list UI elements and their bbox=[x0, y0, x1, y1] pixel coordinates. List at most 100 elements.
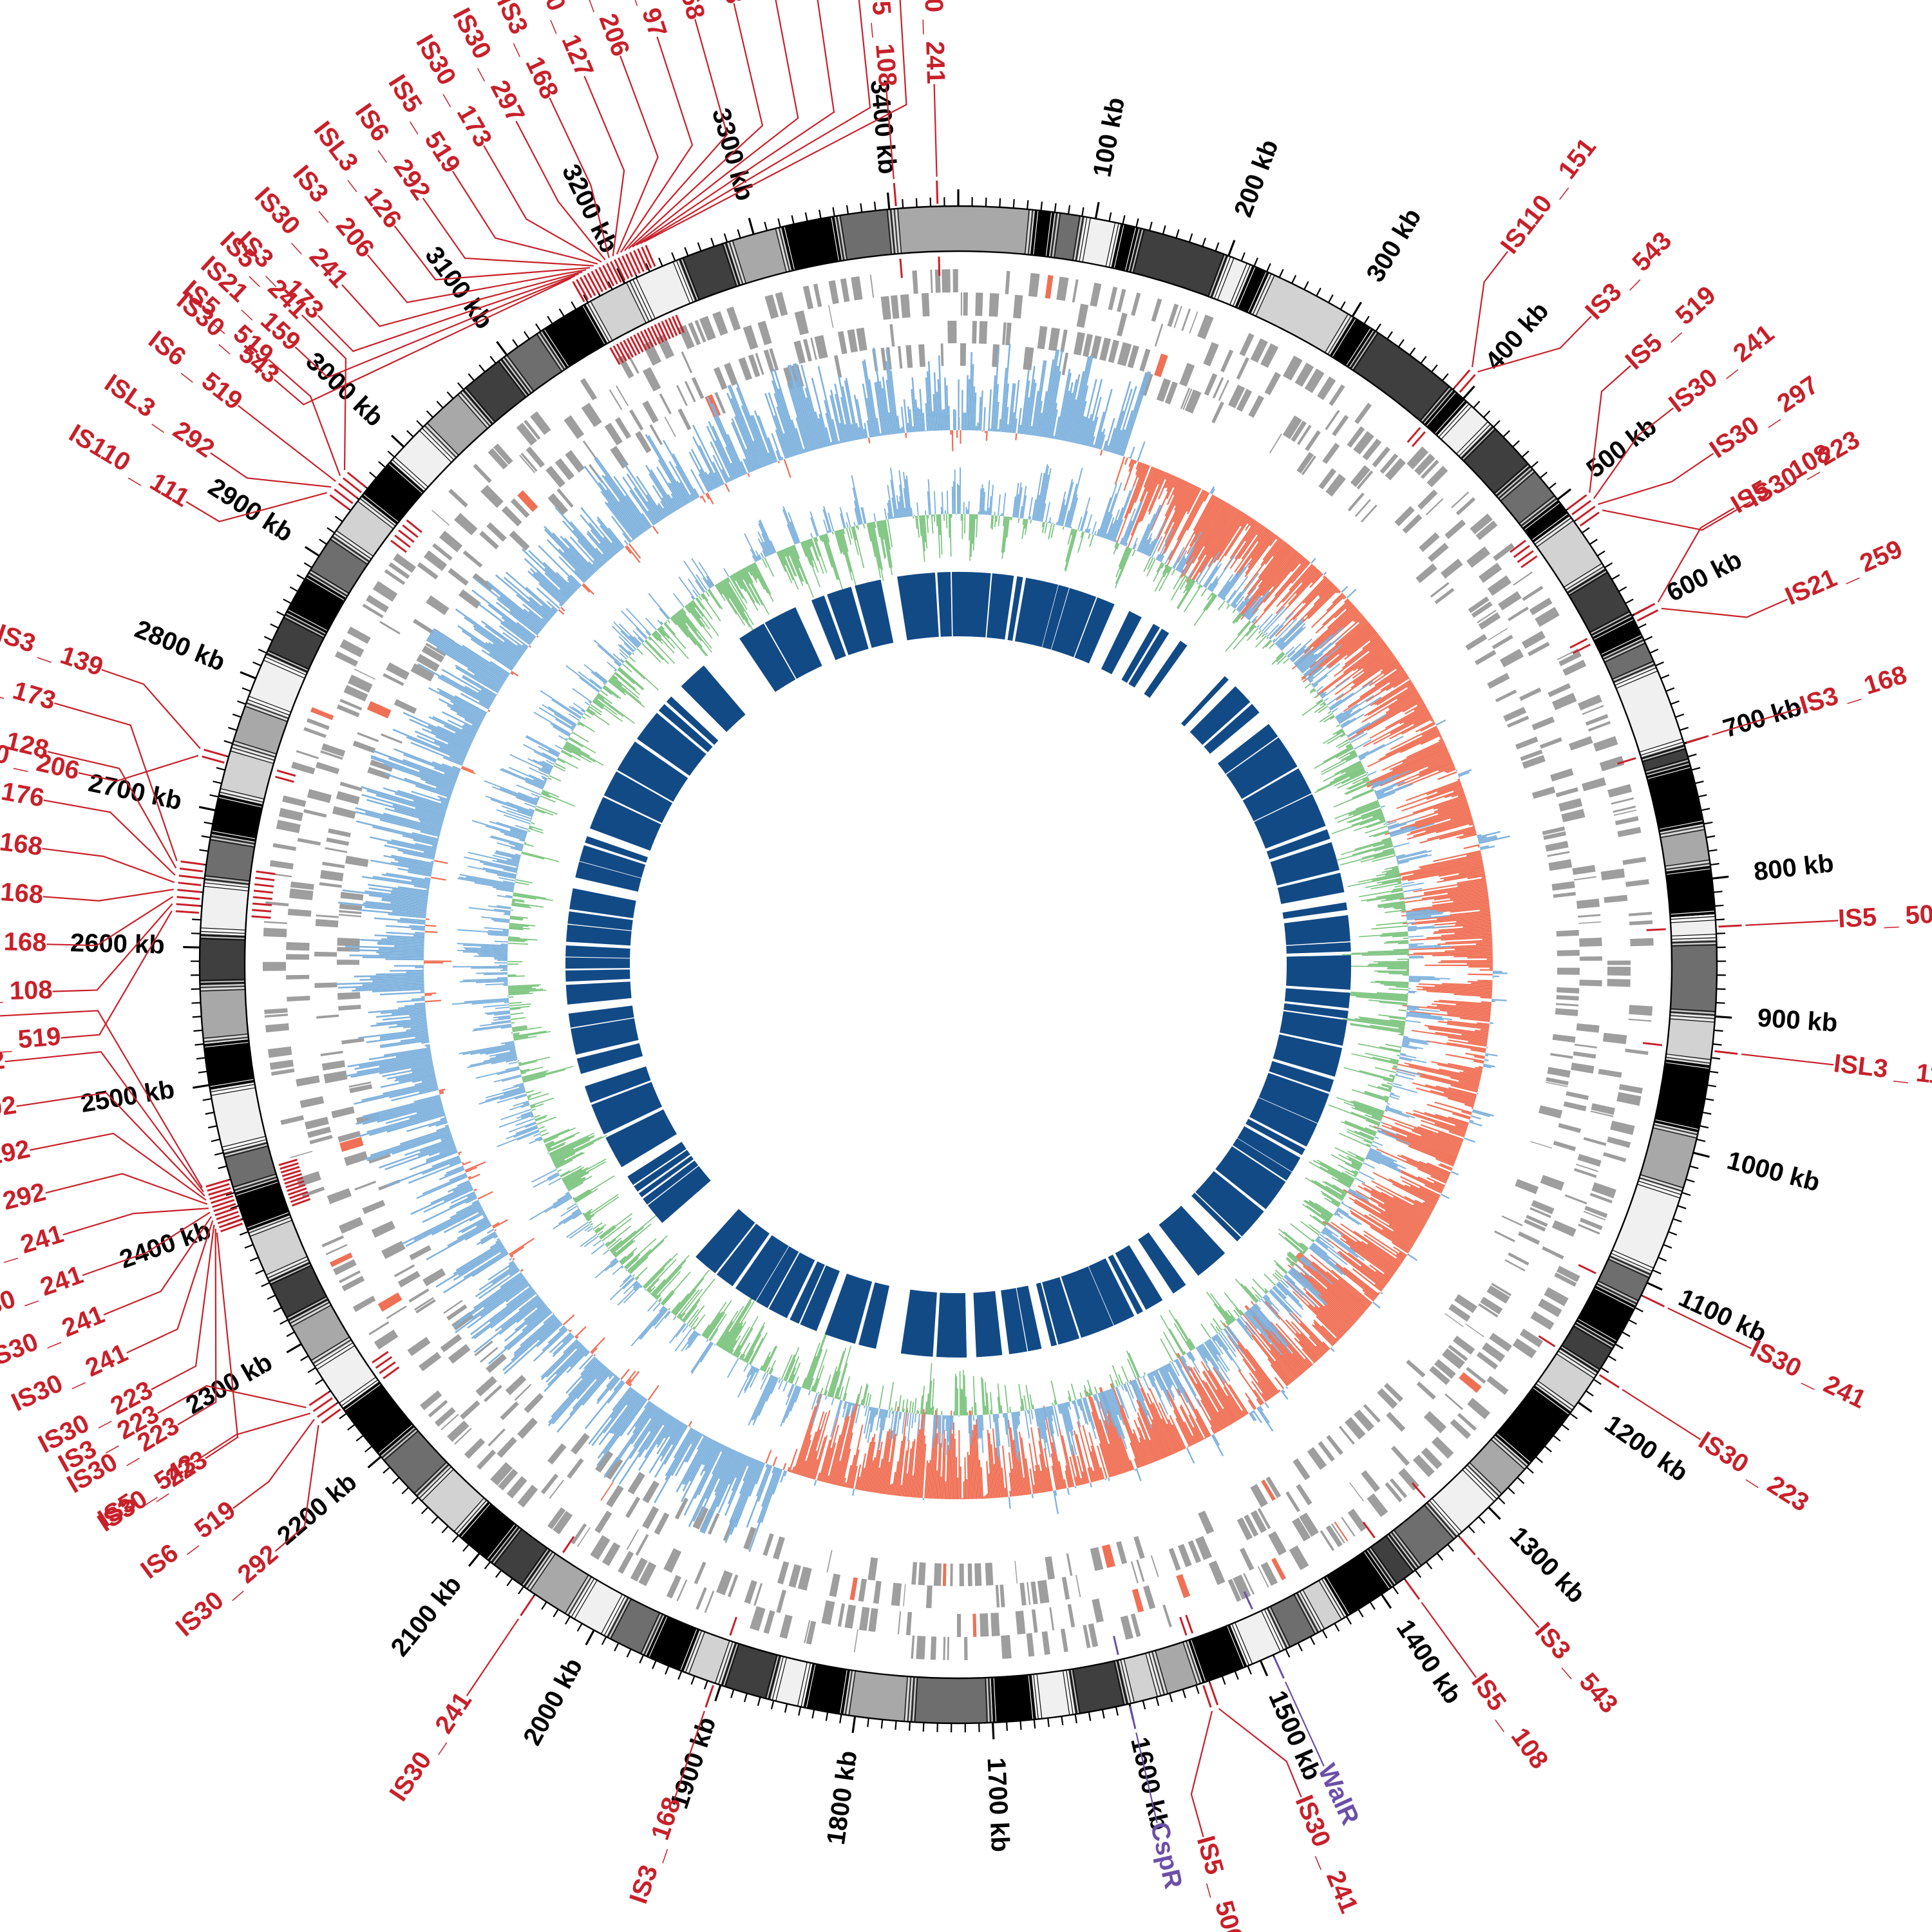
contig-break bbox=[1074, 216, 1083, 261]
histogram-bar bbox=[1275, 567, 1318, 614]
histogram-bar bbox=[397, 920, 426, 925]
histogram-bar bbox=[446, 797, 451, 800]
histogram-bar bbox=[1297, 1258, 1363, 1316]
histogram-bar bbox=[985, 511, 987, 515]
histogram-bar bbox=[1327, 710, 1332, 714]
histogram-bar bbox=[1143, 537, 1152, 554]
contig-break bbox=[234, 1180, 278, 1195]
histogram-bar bbox=[383, 1047, 431, 1056]
contig-break bbox=[1557, 1352, 1596, 1378]
contig-break bbox=[716, 1641, 732, 1684]
cds-feature bbox=[779, 1614, 793, 1639]
histogram-bar bbox=[689, 1439, 713, 1482]
histogram-bar bbox=[1457, 880, 1487, 887]
histogram-bar bbox=[1116, 543, 1120, 550]
histogram-bar bbox=[1335, 703, 1358, 719]
histogram-bar bbox=[1467, 981, 1493, 983]
histogram-bar bbox=[1341, 772, 1367, 784]
contig-break bbox=[222, 1137, 267, 1150]
histogram-bar bbox=[1115, 540, 1117, 543]
histogram-bar bbox=[1036, 464, 1048, 521]
contig-break bbox=[1595, 1285, 1636, 1306]
contig-break bbox=[1231, 1624, 1250, 1666]
histogram-bar bbox=[721, 469, 729, 483]
histogram-bar bbox=[645, 433, 688, 505]
histogram-bar bbox=[806, 1412, 828, 1478]
histogram-bar bbox=[1237, 620, 1251, 636]
histogram-bar bbox=[1405, 1019, 1421, 1023]
contig-break bbox=[904, 1676, 908, 1722]
contig-break bbox=[643, 1614, 663, 1656]
axis-tick-minor bbox=[535, 323, 542, 332]
histogram-bar bbox=[1251, 1381, 1267, 1403]
histogram-bar bbox=[830, 1409, 850, 1484]
contig-break bbox=[1594, 620, 1635, 642]
histogram-bar bbox=[1486, 1046, 1488, 1049]
histogram-bar bbox=[977, 422, 979, 431]
histogram-bar bbox=[364, 906, 427, 914]
histogram-bar bbox=[414, 1002, 426, 1005]
histogram-bar bbox=[1166, 477, 1178, 500]
histogram-bar bbox=[1406, 1016, 1408, 1018]
cds-feature bbox=[590, 1535, 611, 1560]
contig-block bbox=[1614, 665, 1684, 757]
contig-break bbox=[312, 1339, 352, 1364]
histogram-bar bbox=[1291, 1352, 1307, 1371]
cds-feature bbox=[1289, 1545, 1309, 1571]
histogram-bar bbox=[1188, 569, 1194, 578]
cds-feature bbox=[967, 1563, 972, 1586]
histogram-bar bbox=[862, 361, 876, 437]
histogram-bar bbox=[864, 422, 868, 439]
contig-break bbox=[224, 1146, 269, 1159]
contig-break bbox=[1534, 517, 1572, 545]
contig-break bbox=[764, 1654, 777, 1699]
contig-break bbox=[1327, 1575, 1352, 1615]
contig-break bbox=[1611, 1251, 1653, 1271]
histogram-bar bbox=[1353, 804, 1380, 816]
histogram-bar bbox=[394, 1072, 435, 1082]
histogram-bar bbox=[777, 388, 800, 455]
histogram-bar bbox=[771, 380, 797, 456]
histogram-bar bbox=[447, 743, 468, 753]
histogram-bar bbox=[553, 1334, 574, 1355]
cds-feature bbox=[1208, 1560, 1226, 1586]
histogram-bar bbox=[576, 1365, 607, 1399]
histogram-bar bbox=[1276, 1283, 1304, 1311]
histogram-bar bbox=[837, 1399, 858, 1486]
histogram-bar bbox=[855, 1464, 862, 1490]
histogram-bar bbox=[1244, 1285, 1259, 1302]
cds-feature bbox=[325, 847, 348, 853]
contig-break bbox=[1670, 909, 1715, 913]
cds-feature bbox=[366, 594, 389, 613]
cds-feature bbox=[1037, 1580, 1050, 1604]
axis-tick-minor bbox=[1548, 482, 1557, 489]
contig-break bbox=[1653, 1124, 1698, 1135]
histogram-bar bbox=[440, 1117, 447, 1121]
histogram-bar bbox=[1376, 922, 1407, 926]
histogram-bar bbox=[1367, 1152, 1398, 1168]
histogram-bar bbox=[1204, 504, 1230, 547]
histogram-bar bbox=[1396, 1257, 1403, 1263]
histogram-bar bbox=[602, 553, 609, 562]
histogram-bar bbox=[613, 1395, 643, 1435]
contig-break bbox=[307, 574, 347, 598]
contig-break bbox=[314, 1342, 354, 1367]
histogram-bar bbox=[386, 931, 425, 936]
contig-break bbox=[200, 938, 245, 941]
axis-tick-minor bbox=[193, 1029, 203, 1032]
histogram-bar bbox=[1236, 600, 1244, 611]
histogram-bar bbox=[1381, 659, 1398, 670]
histogram-bar bbox=[611, 542, 620, 553]
histogram-bar bbox=[1230, 591, 1242, 606]
histogram-bar bbox=[380, 1075, 436, 1088]
axis-tick-minor bbox=[1409, 347, 1416, 355]
histogram-bar bbox=[797, 1434, 811, 1475]
contig-break bbox=[419, 1466, 452, 1499]
histogram-bar bbox=[1271, 652, 1285, 665]
histogram-bar bbox=[569, 574, 582, 587]
histogram-bar bbox=[1354, 1170, 1359, 1173]
histogram-bar bbox=[1349, 779, 1370, 790]
contig-break bbox=[1642, 746, 1685, 761]
contig-break bbox=[1462, 428, 1495, 460]
histogram-bar bbox=[478, 691, 494, 702]
